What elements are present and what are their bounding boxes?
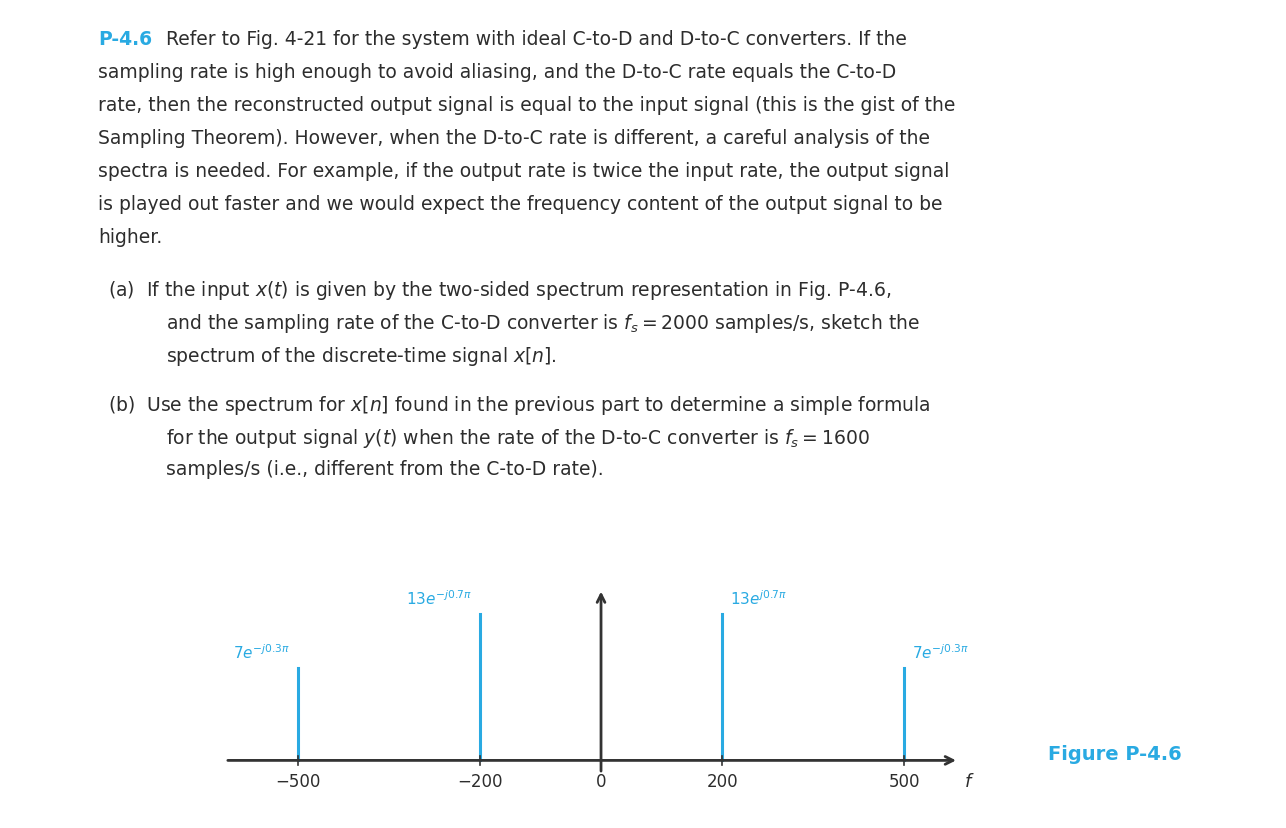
Text: Figure P-4.6: Figure P-4.6 [1048,744,1182,763]
Text: 500: 500 [889,773,919,790]
Text: samples/s (i.e., different from the C-to-D rate).: samples/s (i.e., different from the C-to… [166,460,603,479]
Text: P-4.6: P-4.6 [98,30,152,49]
Text: for the output signal $y(t)$ when the rate of the D-to-C converter is $f_s = 160: for the output signal $y(t)$ when the ra… [166,426,869,450]
Text: $7e^{-j0.3\pi}$: $7e^{-j0.3\pi}$ [912,643,968,662]
Text: (b)  Use the spectrum for $x[n]$ found in the previous part to determine a simpl: (b) Use the spectrum for $x[n]$ found in… [108,393,931,416]
Text: −200: −200 [457,773,503,790]
Text: $7e^{-j0.3\pi}$: $7e^{-j0.3\pi}$ [233,643,291,662]
Text: spectrum of the discrete-time signal $x[n]$.: spectrum of the discrete-time signal $x[… [166,344,557,368]
Text: and the sampling rate of the C-to-D converter is $f_s = 2000$ samples/s, sketch : and the sampling rate of the C-to-D conv… [166,311,919,335]
Text: rate, then the reconstructed output signal is equal to the input signal (this is: rate, then the reconstructed output sign… [98,96,955,115]
Text: sampling rate is high enough to avoid aliasing, and the D-to-C rate equals the C: sampling rate is high enough to avoid al… [98,63,896,82]
Text: spectra is needed. For example, if the output rate is twice the input rate, the : spectra is needed. For example, if the o… [98,161,949,181]
Text: 0: 0 [595,773,606,790]
Text: is played out faster and we would expect the frequency content of the output sig: is played out faster and we would expect… [98,195,943,214]
Text: (a)  If the input $x(t)$ is given by the two-sided spectrum representation in Fi: (a) If the input $x(t)$ is given by the … [108,279,891,301]
Text: $f$: $f$ [963,773,975,790]
Text: Refer to Fig. 4-21 for the system with ideal C-to-D and D-to-C converters. If th: Refer to Fig. 4-21 for the system with i… [166,30,907,49]
Text: $13e^{-j0.7\pi}$: $13e^{-j0.7\pi}$ [406,589,472,608]
Text: −500: −500 [275,773,320,790]
Text: higher.: higher. [98,228,162,247]
Text: 200: 200 [706,773,738,790]
Text: $13e^{j0.7\pi}$: $13e^{j0.7\pi}$ [729,589,787,608]
Text: Sampling Theorem). However, when the D-to-C rate is different, a careful analysi: Sampling Theorem). However, when the D-t… [98,129,930,148]
